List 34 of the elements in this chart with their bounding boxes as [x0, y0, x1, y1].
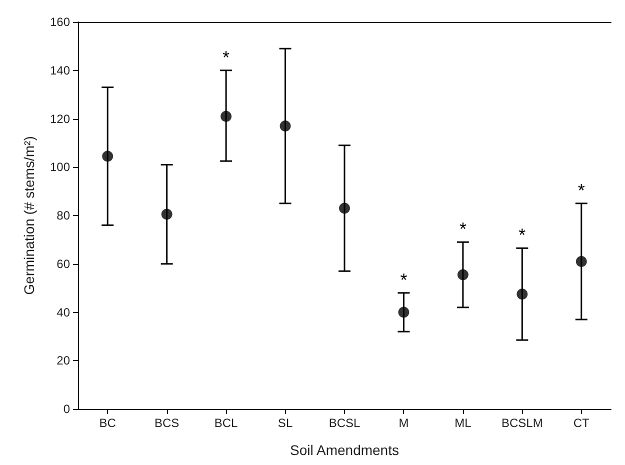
x-tick-label: ML: [454, 416, 472, 430]
point: [220, 110, 232, 122]
annotation: *: [459, 219, 466, 240]
point: [516, 288, 528, 300]
y-tick-label: 160: [50, 15, 70, 29]
annotation: *: [518, 225, 526, 246]
point: [102, 150, 114, 162]
y-tick-label: 40: [56, 305, 70, 320]
y-tick-label: 120: [50, 112, 70, 126]
point: [398, 306, 410, 318]
y-tick-label: 20: [56, 354, 70, 368]
point: [457, 269, 468, 280]
annotation: *: [578, 180, 585, 200]
y-tick-label: 100: [50, 160, 70, 174]
point: [280, 120, 291, 132]
y-tick-label: 140: [50, 63, 70, 78]
annotation: *: [400, 270, 408, 290]
x-tick-label: CT: [573, 416, 590, 430]
point: [339, 202, 350, 214]
annotation: *: [222, 47, 230, 68]
point: [576, 256, 587, 267]
point: [161, 208, 172, 220]
x-tick-label: SL: [278, 416, 293, 430]
x-tick-label: M: [398, 416, 409, 430]
x-axis-title: Soil Amendments: [290, 442, 399, 458]
y-tick-label: 60: [56, 256, 70, 271]
y-axis-title: Germination (# stems/m²): [21, 136, 37, 295]
y-tick-label: 0: [63, 402, 70, 416]
x-tick-label: BCS: [154, 416, 180, 430]
x-tick-label: BC: [99, 416, 116, 430]
y-tick-label: 80: [56, 208, 70, 222]
x-tick-label: BCSLM: [501, 416, 543, 430]
x-tick-label: BCSL: [328, 416, 360, 430]
x-tick-label: BCL: [214, 416, 238, 430]
